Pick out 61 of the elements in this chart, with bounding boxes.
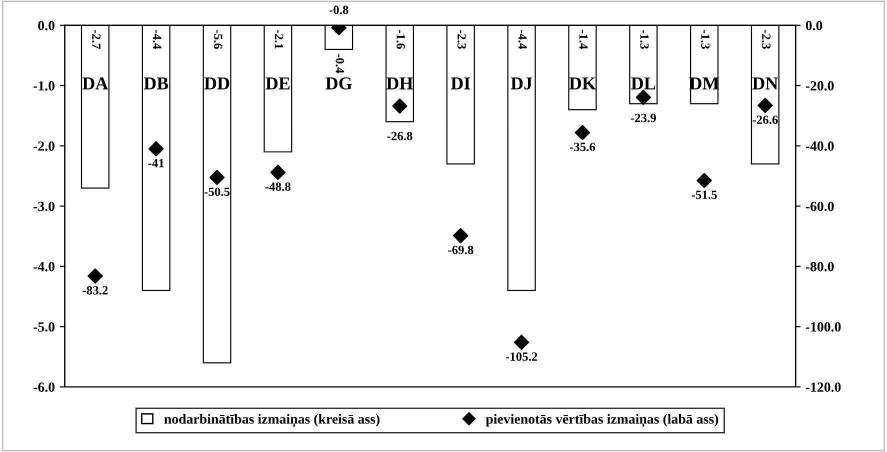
data-label: -2.7 — [92, 30, 100, 49]
data-label: -4.4 — [152, 30, 162, 50]
legend-label: nodarbinātības izmaiņas (kreisā ass) — [164, 414, 380, 428]
point — [209, 170, 225, 186]
data-label: -50.5 — [204, 188, 230, 196]
point — [88, 268, 103, 284]
data-label: -2.3 — [457, 30, 466, 49]
data-label: -2.3 — [762, 30, 770, 49]
y-tick-label: -3.0 — [34, 202, 54, 212]
y2-tick-label: 0.0 — [806, 20, 822, 30]
y-tick-label: -2.0 — [34, 141, 54, 151]
data-label: -5.6 — [214, 30, 222, 49]
x-tick-label: DJ — [510, 77, 532, 90]
y2-tick-label: -60.0 — [806, 202, 834, 212]
point — [270, 164, 286, 180]
point — [453, 228, 468, 244]
x-tick-label: DD — [204, 77, 230, 90]
data-label: -48.8 — [265, 182, 291, 191]
x-tick-label: DA — [82, 77, 108, 90]
y2-tick-label: -40.0 — [806, 141, 834, 151]
x-tick-label: DE — [266, 77, 290, 90]
y-tick-label: -6.0 — [34, 382, 54, 392]
y2-tick-label: -80.0 — [806, 262, 834, 272]
point — [392, 98, 408, 114]
y-tick-label: -1.0 — [34, 81, 54, 91]
point — [514, 334, 530, 350]
y-tick-label: 0.0 — [38, 20, 54, 30]
data-label: -0.8 — [329, 6, 348, 14]
data-label: -1.3 — [701, 30, 710, 49]
data-label: -23.9 — [630, 114, 656, 122]
data-label: -4.4 — [518, 30, 527, 50]
point — [574, 124, 590, 140]
y-tick-label: -5.0 — [34, 322, 54, 332]
data-label: -41 — [148, 159, 164, 168]
point — [636, 90, 652, 105]
data-label: -26.8 — [387, 132, 412, 140]
point — [148, 141, 164, 156]
data-label: -1.4 — [579, 30, 588, 50]
data-label: -51.5 — [692, 190, 717, 200]
data-label: -2.1 — [274, 30, 284, 49]
x-tick-label: DB — [144, 77, 168, 90]
data-label: -26.6 — [752, 116, 778, 124]
legend-label: pievienotās vērtības izmaiņas (labā ass) — [486, 414, 718, 428]
data-label: -105.2 — [506, 352, 538, 361]
data-label: -35.6 — [570, 142, 596, 152]
data-label: -1.6 — [396, 30, 406, 49]
data-label: -0.4 — [336, 54, 344, 74]
x-tick-label: DG — [326, 77, 352, 90]
x-tick-label: DI — [450, 77, 470, 90]
x-tick-label: DN — [752, 77, 778, 90]
data-label: -1.3 — [640, 30, 649, 49]
x-tick-label: DH — [386, 77, 413, 90]
data-label: -83.2 — [82, 286, 108, 295]
y2-tick-label: -100.0 — [806, 322, 841, 332]
data-label: -69.8 — [448, 246, 474, 254]
x-tick-label: DL — [631, 77, 656, 90]
point — [758, 98, 773, 114]
y-tick-label: -4.0 — [34, 262, 54, 272]
y2-tick-label: -120.0 — [806, 382, 841, 392]
y2-tick-label: -20.0 — [806, 81, 834, 91]
point — [696, 172, 712, 188]
